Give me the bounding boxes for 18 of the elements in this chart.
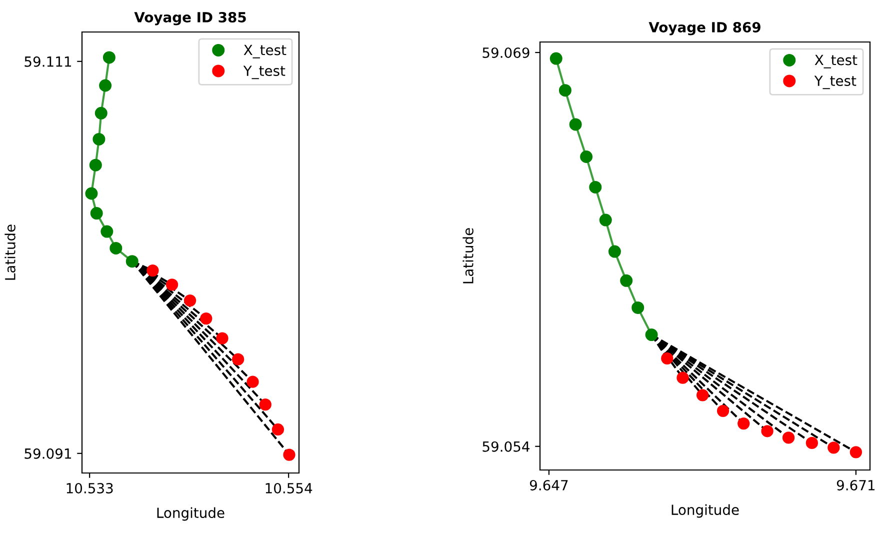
chart-title: Voyage ID 869 <box>648 22 760 36</box>
y-tick-label: 59.091 <box>24 448 71 459</box>
x-tick-label: 10.533 <box>66 482 113 494</box>
chart-title: Voyage ID 385 <box>134 12 246 26</box>
x-tick-label: 9.671 <box>836 480 875 490</box>
y-axis-title: Latitude <box>4 224 16 280</box>
legend-label: Y_test <box>814 76 856 90</box>
y-tick-label: 59.054 <box>482 441 530 452</box>
y-tick-label: 59.111 <box>24 56 71 67</box>
x-tick-label: 10.554 <box>266 482 312 494</box>
x-tick-label: 9.647 <box>530 480 568 490</box>
legend-label: X_test <box>244 44 286 58</box>
legend-label: X_test <box>814 54 858 68</box>
y-tick-label: 59.069 <box>482 47 530 58</box>
x-axis-title: Longitude <box>157 507 224 521</box>
y-axis-title: Latitude <box>462 228 474 284</box>
x-axis-title: Longitude <box>672 504 739 518</box>
legend-label: Y_test <box>243 66 286 80</box>
